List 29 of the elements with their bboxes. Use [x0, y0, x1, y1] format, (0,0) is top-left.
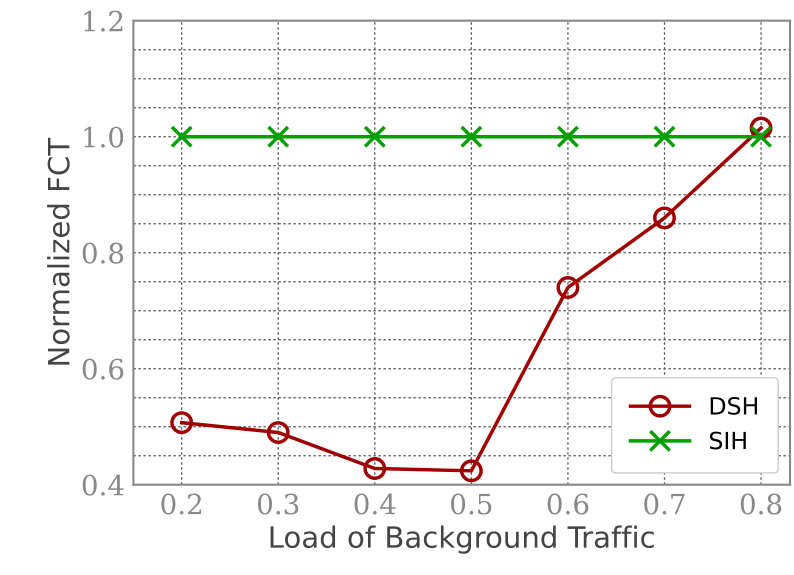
legend-label: DSH [710, 396, 758, 415]
point [460, 459, 483, 482]
x-tick-label: 0.7 [644, 494, 685, 515]
y-tick-label: 1.2 [84, 10, 122, 32]
point [750, 125, 773, 148]
point [363, 457, 386, 480]
point [170, 411, 194, 434]
x-axis-title: Load of Background Traffic [270, 526, 654, 554]
x-tick-label: 0.5 [451, 494, 492, 515]
x-tick-label: 0.8 [740, 494, 782, 515]
point [266, 125, 290, 148]
point [556, 125, 580, 148]
point [170, 125, 194, 148]
x-tick-label: 0.3 [258, 494, 298, 515]
y-axis-title: Normalized FCT [47, 138, 70, 365]
y-tick-label: 0.4 [82, 474, 124, 496]
x-tick-label: 0.2 [161, 494, 202, 515]
legend-label: SIH [710, 432, 746, 450]
y-tick-label: 0.6 [82, 358, 124, 380]
x-tick-label: 0.4 [354, 494, 396, 515]
point [556, 276, 580, 299]
point [460, 125, 483, 148]
y-tick-label: 1.0 [84, 126, 124, 148]
x-tick-label: 0.6 [548, 494, 588, 515]
point [266, 421, 290, 444]
point [653, 125, 676, 148]
point [363, 125, 386, 148]
point [653, 206, 676, 230]
y-tick-label: 0.8 [82, 242, 124, 264]
